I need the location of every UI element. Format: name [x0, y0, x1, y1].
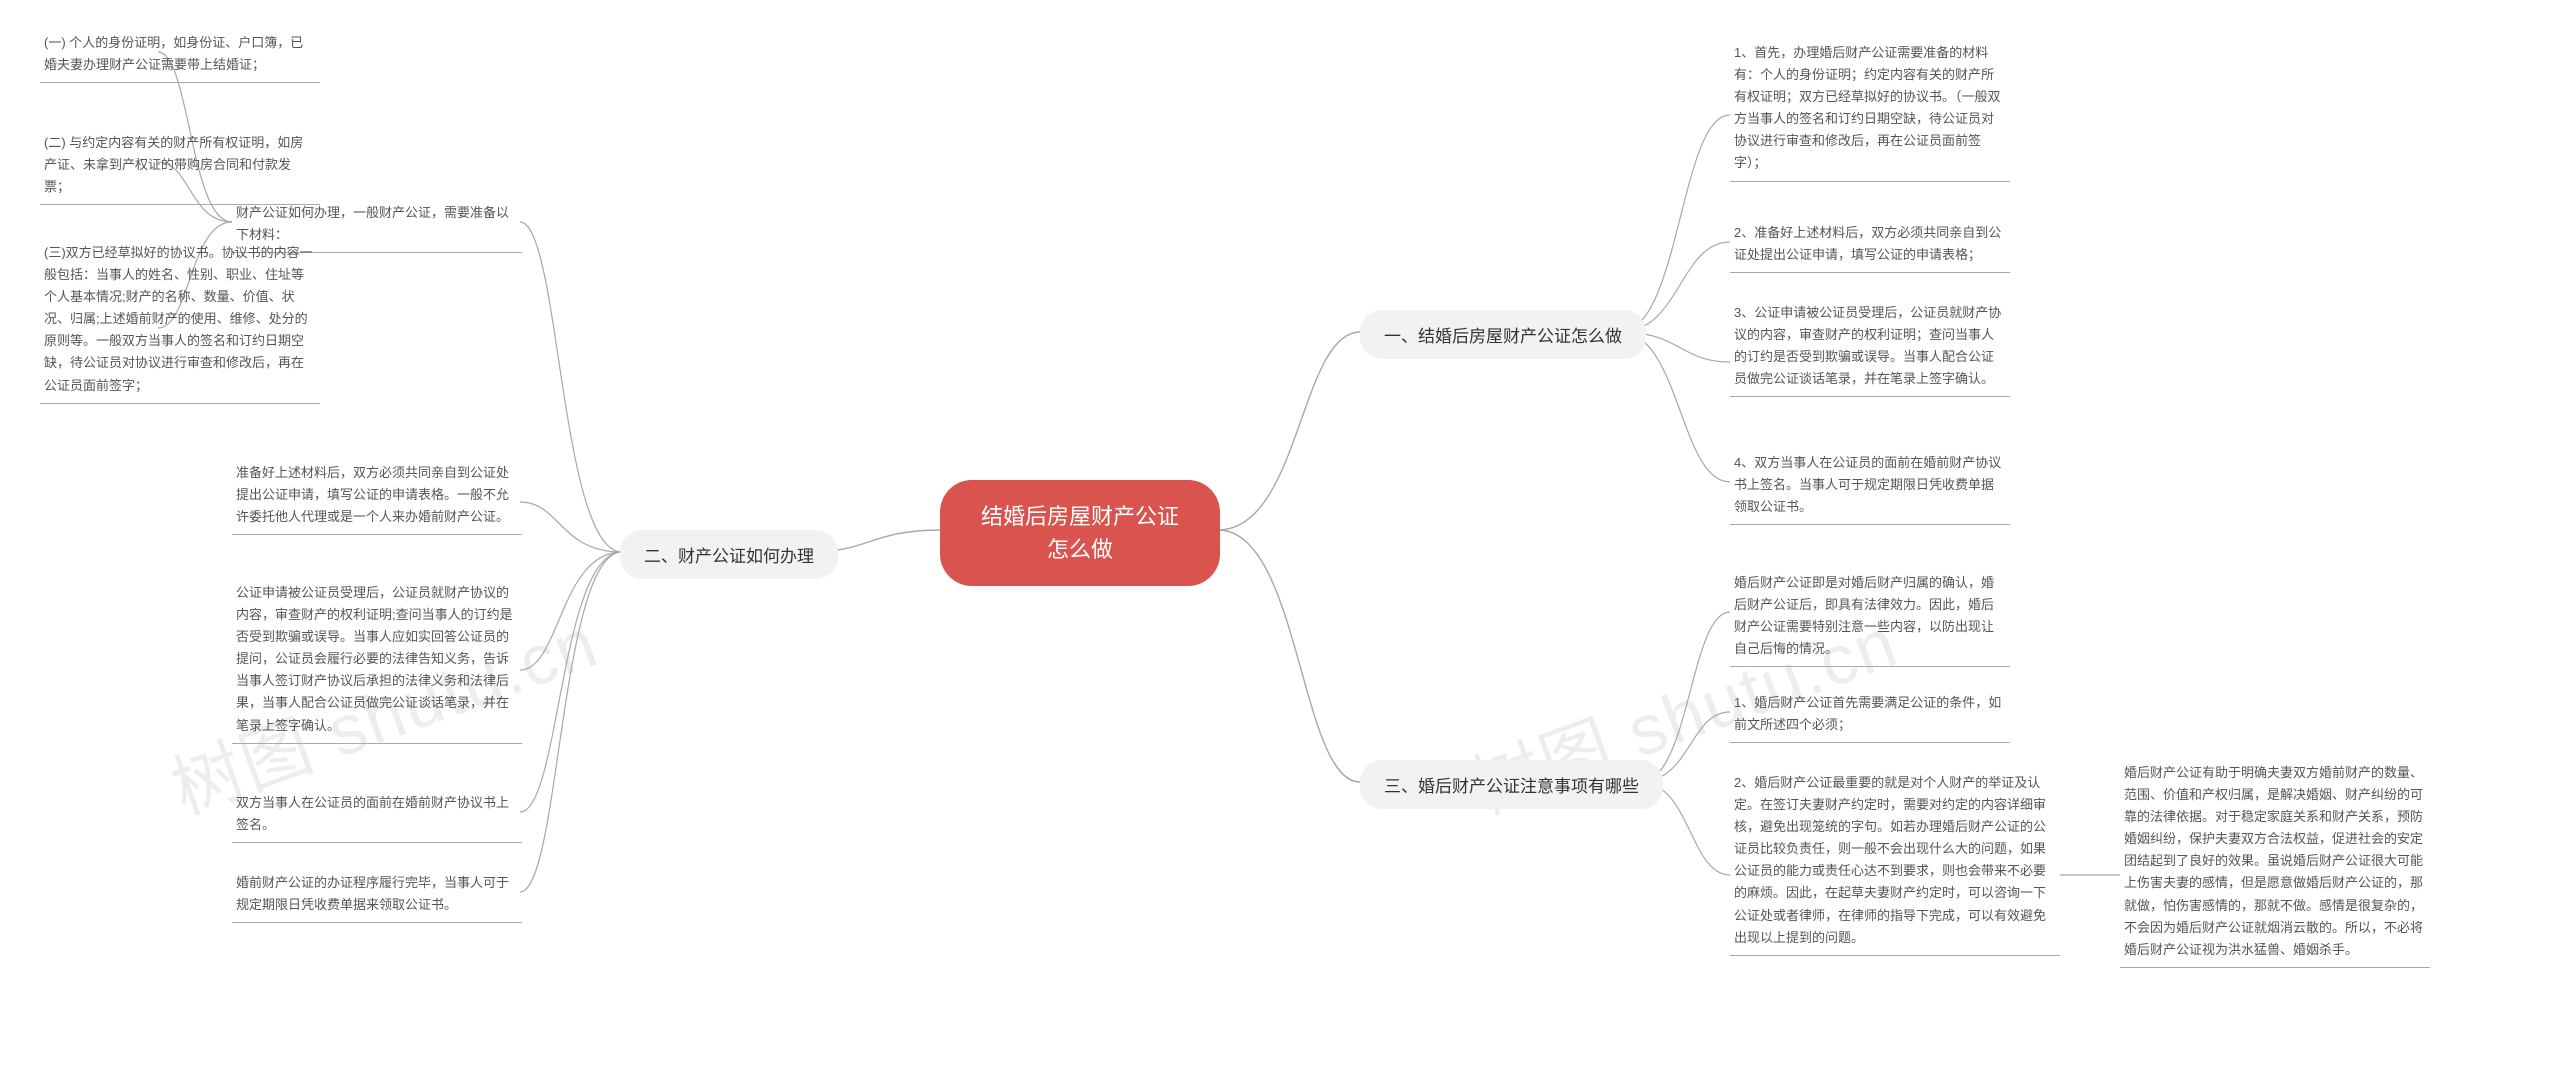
branch3-leaf-3[interactable]: 2、婚后财产公证最重要的就是对个人财产的举证及认定。在签订夫妻财产约定时，需要对… [1730, 770, 2060, 956]
branch-right-3-label: 三、婚后财产公证注意事项有哪些 [1384, 777, 1639, 796]
branch3-leaf-2[interactable]: 1、婚后财产公证首先需要满足公证的条件，如前文所述四个必须； [1730, 690, 2010, 743]
branch-left-2-label: 二、财产公证如何办理 [644, 547, 814, 566]
branch-right-1-label: 一、结婚后房屋财产公证怎么做 [1384, 327, 1622, 346]
center-topic[interactable]: 结婚后房屋财产公证怎么做 [940, 480, 1220, 586]
branch-right-1[interactable]: 一、结婚后房屋财产公证怎么做 [1360, 310, 1646, 359]
branch1-leaf-1[interactable]: 1、首先，办理婚后财产公证需要准备的材料有：个人的身份证明；约定内容有关的财产所… [1730, 40, 2010, 182]
branch3-leaf-3-sub[interactable]: 婚后财产公证有助于明确夫妻双方婚前财产的数量、范围、价值和产权归属，是解决婚姻、… [2120, 760, 2430, 968]
branch1-leaf-2[interactable]: 2、准备好上述材料后，双方必须共同亲自到公证处提出公证申请，填写公证的申请表格； [1730, 220, 2010, 273]
branch2-leaf-3[interactable]: 公证申请被公证员受理后，公证员就财产协议的内容，审查财产的权利证明;查问当事人的… [232, 580, 522, 744]
branch3-leaf-1[interactable]: 婚后财产公证即是对婚后财产归属的确认，婚后财产公证后，即具有法律效力。因此，婚后… [1730, 570, 2010, 667]
branch2-leaf-2[interactable]: 准备好上述材料后，双方必须共同亲自到公证处提出公证申请，填写公证的申请表格。一般… [232, 460, 522, 535]
center-topic-label: 结婚后房屋财产公证怎么做 [981, 504, 1179, 562]
branch-right-3[interactable]: 三、婚后财产公证注意事项有哪些 [1360, 760, 1663, 809]
branch1-leaf-4[interactable]: 4、双方当事人在公证员的面前在婚前财产协议书上签名。当事人可于规定期限日凭收费单… [1730, 450, 2010, 525]
branch1-leaf-3[interactable]: 3、公证申请被公证员受理后，公证员就财产协议的内容，审查财产的权利证明；查问当事… [1730, 300, 2010, 397]
branch2-leaf-5[interactable]: 婚前财产公证的办证程序履行完毕，当事人可于规定期限日凭收费单据来领取公证书。 [232, 870, 522, 923]
branch2-leaf-4[interactable]: 双方当事人在公证员的面前在婚前财产协议书上签名。 [232, 790, 522, 843]
branch2-leaf1-sub-2[interactable]: (二) 与约定内容有关的财产所有权证明，如房产证、未拿到产权证的带购房合同和付款… [40, 130, 320, 205]
branch-left-2[interactable]: 二、财产公证如何办理 [620, 530, 838, 579]
branch2-leaf1-sub-1[interactable]: (一) 个人的身份证明，如身份证、户口簿，已婚夫妻办理财产公证需要带上结婚证； [40, 30, 320, 83]
branch2-leaf1-sub-3[interactable]: (三)双方已经草拟好的协议书。协议书的内容一般包括：当事人的姓名、性别、职业、住… [40, 240, 320, 404]
